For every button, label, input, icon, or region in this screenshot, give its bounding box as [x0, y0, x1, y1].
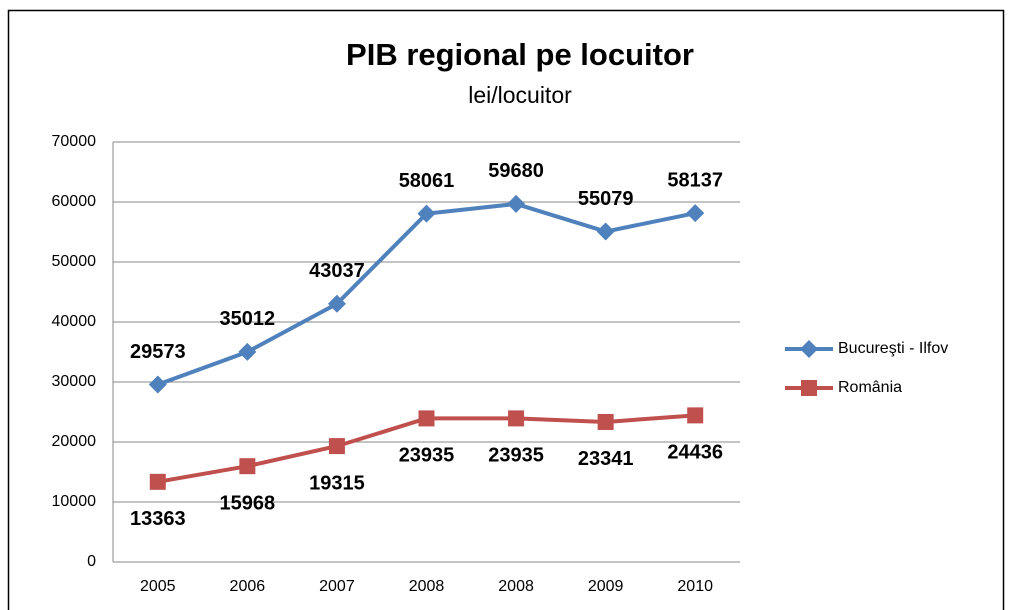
- y-tick-label: 20000: [52, 433, 97, 450]
- data-label: 55079: [578, 188, 634, 210]
- x-tick-label: 2005: [140, 578, 176, 595]
- data-label: 24436: [667, 442, 723, 464]
- data-label: 19315: [309, 472, 365, 494]
- y-tick-label: 10000: [52, 493, 97, 510]
- y-tick-label: 30000: [52, 373, 97, 390]
- y-tick-label: 70000: [52, 133, 97, 150]
- marker: [508, 410, 525, 427]
- data-label: 43037: [309, 260, 365, 282]
- marker: [687, 407, 704, 424]
- data-label: 58137: [667, 169, 723, 191]
- marker: [148, 375, 167, 394]
- y-tick-label: 50000: [52, 253, 97, 270]
- y-tick-label: 60000: [52, 193, 97, 210]
- marker: [597, 413, 614, 430]
- chart-title: PIB regional pe locuitor: [346, 37, 694, 72]
- marker: [507, 194, 526, 213]
- data-label: 23935: [488, 445, 544, 467]
- data-label: 59680: [488, 160, 544, 182]
- x-tick-label: 2008: [498, 578, 534, 595]
- legend-label: Bucureşti - Ilfov: [838, 340, 948, 357]
- x-tick-label: 2006: [230, 578, 266, 595]
- x-tick-label: 2010: [677, 578, 713, 595]
- x-tick-label: 2008: [409, 578, 445, 595]
- marker: [149, 473, 166, 490]
- marker: [800, 340, 818, 358]
- frame: [7, 9, 1005, 610]
- marker: [328, 438, 345, 455]
- marker: [238, 342, 257, 361]
- marker: [327, 294, 346, 313]
- data-label: 35012: [220, 308, 276, 330]
- marker: [686, 204, 705, 223]
- data-label: 23341: [578, 448, 634, 470]
- data-label: 23935: [399, 445, 455, 467]
- marker: [417, 204, 436, 223]
- data-label: 58061: [399, 170, 455, 192]
- y-tick-label: 0: [87, 553, 96, 570]
- legend-label: România: [838, 379, 902, 396]
- data-label: 29573: [130, 341, 186, 363]
- marker: [239, 458, 256, 475]
- y-tick-label: 40000: [52, 313, 97, 330]
- series-line: [157, 201, 696, 387]
- marker: [801, 380, 817, 396]
- x-tick-label: 2007: [319, 578, 355, 595]
- x-tick-label: 2009: [588, 578, 624, 595]
- data-label: 15968: [220, 492, 276, 514]
- chart-subtitle: lei/locuitor: [468, 82, 572, 108]
- marker: [418, 410, 435, 427]
- data-label: 13363: [130, 508, 186, 530]
- marker: [596, 222, 615, 241]
